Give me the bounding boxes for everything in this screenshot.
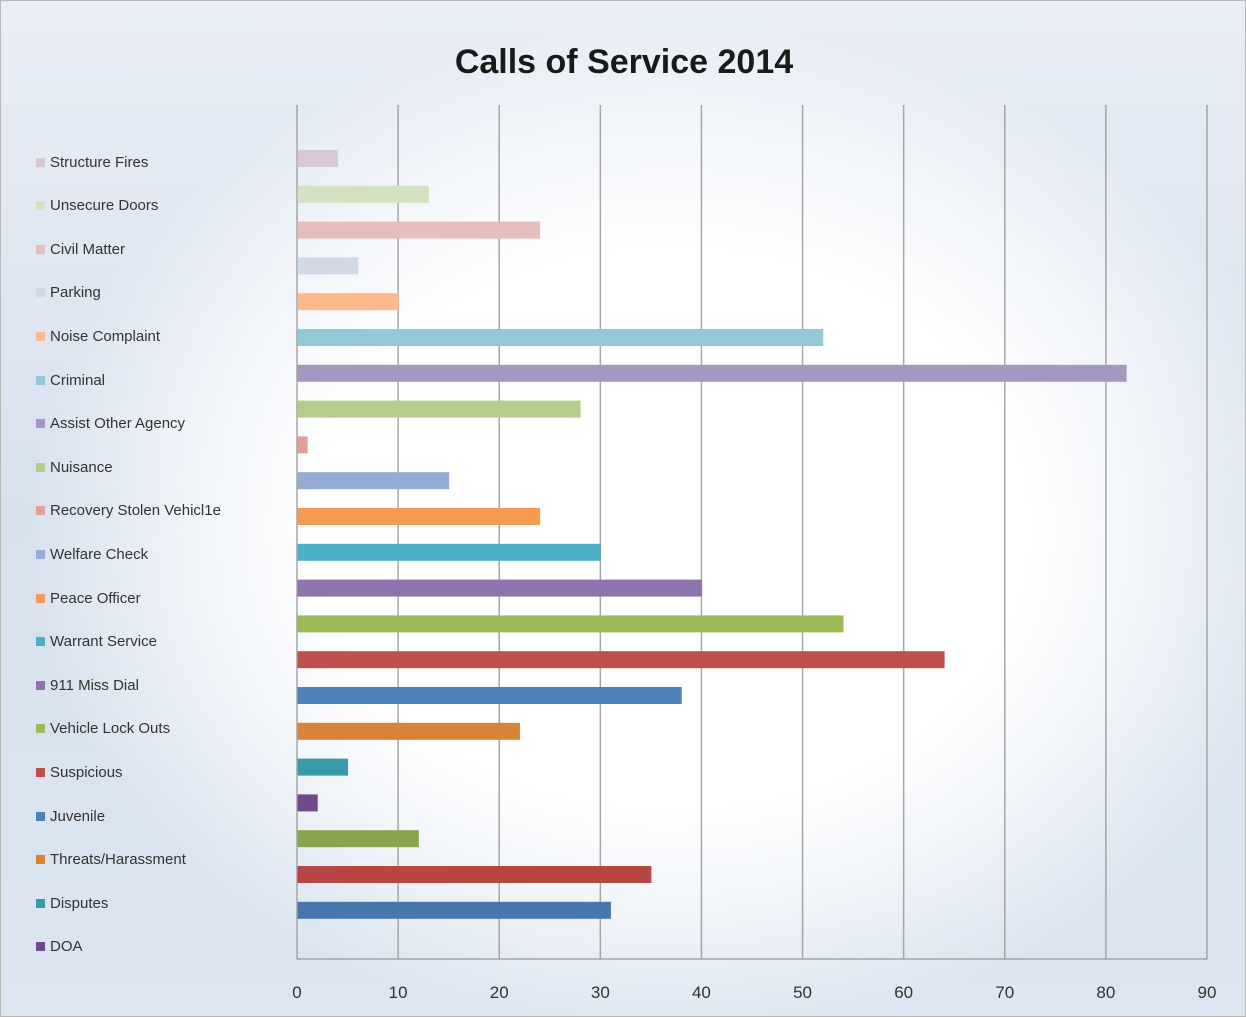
legend-item: Nuisance	[36, 457, 113, 477]
legend-swatch	[36, 419, 45, 429]
legend-item: Criminal	[36, 370, 105, 390]
legend-item: Disputes	[36, 893, 108, 913]
gridlines	[296, 105, 1208, 959]
legend-label: Civil Matter	[50, 240, 126, 258]
x-axis: 0 10 20 30 40 50 60 70 80 90	[292, 958, 1217, 1002]
bar	[297, 257, 359, 275]
legend-label: DOA	[50, 938, 83, 956]
x-tick-label: 20	[490, 983, 509, 1002]
legend-swatch	[36, 288, 45, 298]
legend-label: Welfare Check	[50, 545, 149, 563]
legend-item: Civil Matter	[36, 239, 125, 259]
legend-swatch	[36, 811, 45, 821]
bar	[297, 687, 682, 704]
legend-item: Welfare Check	[36, 544, 148, 564]
bar	[297, 830, 419, 848]
legend-label: Criminal	[50, 371, 106, 389]
legend-label: Noise Complaint	[50, 327, 161, 345]
legend-item: Recovery Stolen Vehicl1e	[36, 501, 221, 521]
legend-label: Warrant Service	[50, 633, 157, 651]
bar	[297, 400, 581, 418]
legend-label: Recovery Stolen Vehicl1e	[50, 502, 221, 520]
legend-swatch	[36, 244, 45, 254]
bar	[297, 185, 429, 203]
legend-item: Warrant Service	[36, 632, 157, 652]
legend-item: Noise Complaint	[36, 326, 160, 346]
legend-swatch	[36, 942, 45, 952]
bar	[297, 722, 520, 740]
legend-swatch	[36, 462, 45, 472]
legend-label: Threats/Harassment	[50, 851, 186, 869]
bar	[297, 364, 1127, 382]
legend-swatch	[36, 201, 45, 211]
legend-label: Vehicle Lock Outs	[50, 720, 171, 738]
legend-label: Suspicious	[50, 763, 123, 781]
bars	[297, 150, 1127, 919]
legend-label: Unsecure Doors	[50, 197, 159, 215]
legend-item: Structure Fires	[36, 152, 148, 172]
x-tick-label: 30	[591, 983, 610, 1002]
legend-swatch	[36, 593, 45, 603]
legend-item: Suspicious	[36, 762, 123, 782]
legend-swatch	[36, 680, 45, 690]
legend-swatch	[36, 375, 45, 385]
x-tick-label: 10	[389, 983, 408, 1002]
legend-item: Assist Other Agency	[36, 414, 185, 434]
legend-item: 911 Miss Dial	[36, 675, 139, 695]
legend-swatch	[36, 549, 45, 559]
legend-label: Assist Other Agency	[50, 415, 186, 433]
chart-title: Calls of Service 2014	[455, 43, 793, 81]
bar	[297, 472, 450, 490]
bar	[297, 150, 338, 167]
legend-label: Disputes	[50, 894, 109, 912]
legend-swatch	[36, 506, 45, 516]
x-tick-label: 70	[995, 983, 1014, 1002]
legend-label: Peace Officer	[50, 589, 141, 607]
bar	[297, 794, 318, 812]
bar	[297, 329, 824, 346]
legend-item: Vehicle Lock Outs	[36, 719, 170, 739]
bar	[297, 543, 601, 561]
bar	[297, 221, 541, 239]
legend-swatch	[36, 157, 45, 167]
x-tick-label: 90	[1198, 983, 1217, 1002]
legend-swatch	[36, 898, 45, 908]
legend-item: DOA	[36, 937, 83, 957]
legend: Structure Fires Unsecure Doors Civil Matte…	[36, 141, 276, 967]
bar	[297, 758, 349, 776]
bar	[297, 866, 652, 883]
x-tick-label: 0	[292, 983, 301, 1002]
bar	[297, 615, 844, 633]
legend-label: 911 Miss Dial	[50, 676, 139, 694]
x-tick-label: 40	[692, 983, 711, 1002]
bar	[297, 508, 541, 525]
legend-item: Juvenile	[36, 806, 105, 826]
legend-swatch	[36, 855, 45, 865]
legend-label: Parking	[50, 284, 101, 302]
bar	[297, 436, 308, 454]
x-tick-label: 50	[793, 983, 812, 1002]
legend-swatch	[36, 637, 45, 647]
x-tick-label: 60	[894, 983, 913, 1002]
legend-swatch	[36, 767, 45, 777]
legend-item: Unsecure Doors	[36, 196, 158, 216]
x-tick-label: 80	[1096, 983, 1115, 1002]
legend-item: Parking	[36, 283, 101, 303]
legend-label: Structure Fires	[50, 153, 149, 171]
bar	[297, 293, 399, 311]
legend-swatch	[36, 724, 45, 734]
legend-label: Juvenile	[50, 807, 106, 825]
legend-item: Peace Officer	[36, 588, 141, 608]
bar	[297, 901, 611, 919]
legend-swatch	[36, 331, 45, 341]
bar	[297, 579, 702, 597]
legend-item: Threats/Harassment	[36, 850, 186, 870]
bar	[297, 651, 945, 669]
legend-label: Nuisance	[50, 458, 113, 476]
